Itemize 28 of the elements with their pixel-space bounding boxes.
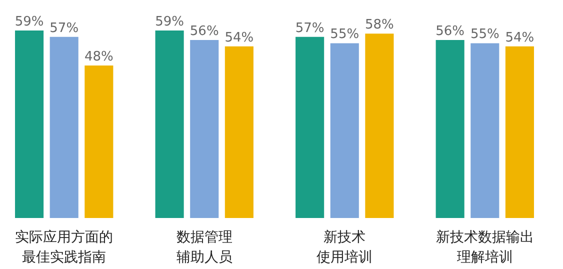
bar <box>505 46 534 218</box>
x-tick-label: 新技术使用培训 <box>316 230 373 266</box>
bar <box>15 30 44 218</box>
x-tick-label: 新技术数据输出理解培训 <box>436 230 534 266</box>
data-label: 54% <box>505 30 534 46</box>
bar <box>330 43 359 218</box>
data-label: 55% <box>330 27 360 42</box>
data-label: 57% <box>50 20 79 36</box>
bar <box>50 36 78 218</box>
data-label: 48% <box>84 49 114 64</box>
data-label: 56% <box>436 24 465 40</box>
data-label: 56% <box>190 24 219 40</box>
bar <box>224 46 254 218</box>
data-label: 59% <box>14 14 44 30</box>
data-label: 55% <box>470 27 500 42</box>
bar <box>436 40 464 218</box>
bar <box>296 36 324 218</box>
data-label: 57% <box>295 20 324 36</box>
data-label: 59% <box>155 14 184 30</box>
x-tick-label: 数据管理辅助人员 <box>176 230 232 266</box>
bar <box>470 43 500 218</box>
bar <box>155 30 184 218</box>
data-label: 54% <box>224 30 254 46</box>
bar <box>190 40 219 218</box>
x-tick-label: 实际应用方面的最佳实践指南 <box>15 230 114 266</box>
bar <box>365 34 394 218</box>
data-label: 58% <box>364 18 394 33</box>
bar <box>84 65 114 218</box>
